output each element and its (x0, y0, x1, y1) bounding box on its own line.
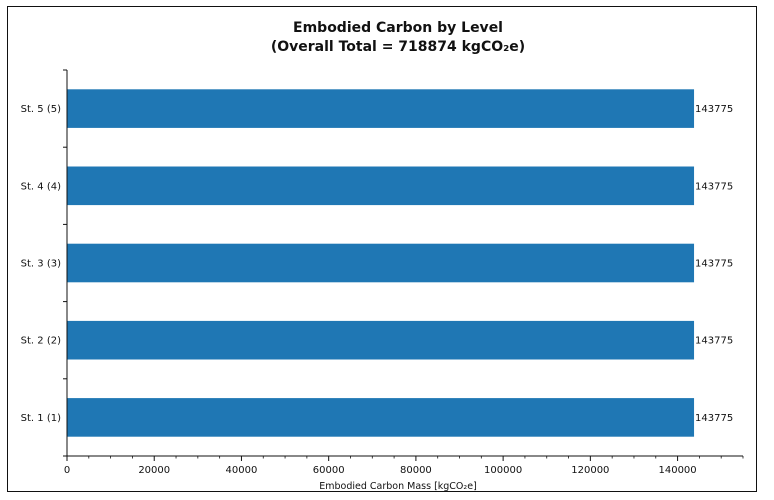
chart-title-line-2: (Overall Total = 718874 kgCO₂e) (271, 39, 525, 55)
x-tick-label-7: 140000 (658, 465, 696, 476)
chart-title-line-1: Embodied Carbon by Level (293, 20, 503, 36)
y-tick-label-1: St. 1 (1) (21, 413, 61, 424)
x-tick-label-5: 100000 (484, 465, 522, 476)
x-tick-label-3: 60000 (313, 465, 345, 476)
y-axis: St. 1 (1) St. 2 (2) St. 3 (3) St. 4 (4) St. … (21, 69, 68, 457)
bars-layer (67, 89, 695, 437)
x-tick-label-2: 40000 (226, 465, 258, 476)
bar-value-label-5: 143775 (695, 104, 733, 115)
x-axis-label: Embodied Carbon Mass [kgCO₂e] (319, 481, 477, 492)
bar-5 (67, 89, 695, 128)
x-tick-label-6: 120000 (571, 465, 609, 476)
y-tick-label-5: St. 5 (5) (21, 104, 61, 115)
y-tick-label-4: St. 4 (4) (21, 181, 61, 192)
x-tick-label-1: 20000 (138, 465, 170, 476)
value-labels-layer: 143775 143775 143775 143775 143775 (695, 104, 733, 424)
x-tick-label-0: 0 (64, 465, 70, 476)
bar-1 (67, 398, 695, 437)
bar-value-label-3: 143775 (695, 259, 733, 270)
y-tick-label-3: St. 3 (3) (21, 259, 61, 270)
bar-3 (67, 243, 695, 283)
x-axis: 0 20000 40000 60000 80000 100000 120000 140000 (64, 455, 744, 476)
bar-value-label-1: 143775 (695, 413, 733, 424)
bar-2 (67, 320, 695, 360)
y-tick-label-2: St. 2 (2) (21, 336, 61, 347)
bar-4 (67, 166, 695, 206)
bar-value-label-4: 143775 (695, 181, 733, 192)
x-tick-label-4: 80000 (400, 465, 432, 476)
bar-value-label-2: 143775 (695, 336, 733, 347)
chart-frame (7, 6, 757, 492)
